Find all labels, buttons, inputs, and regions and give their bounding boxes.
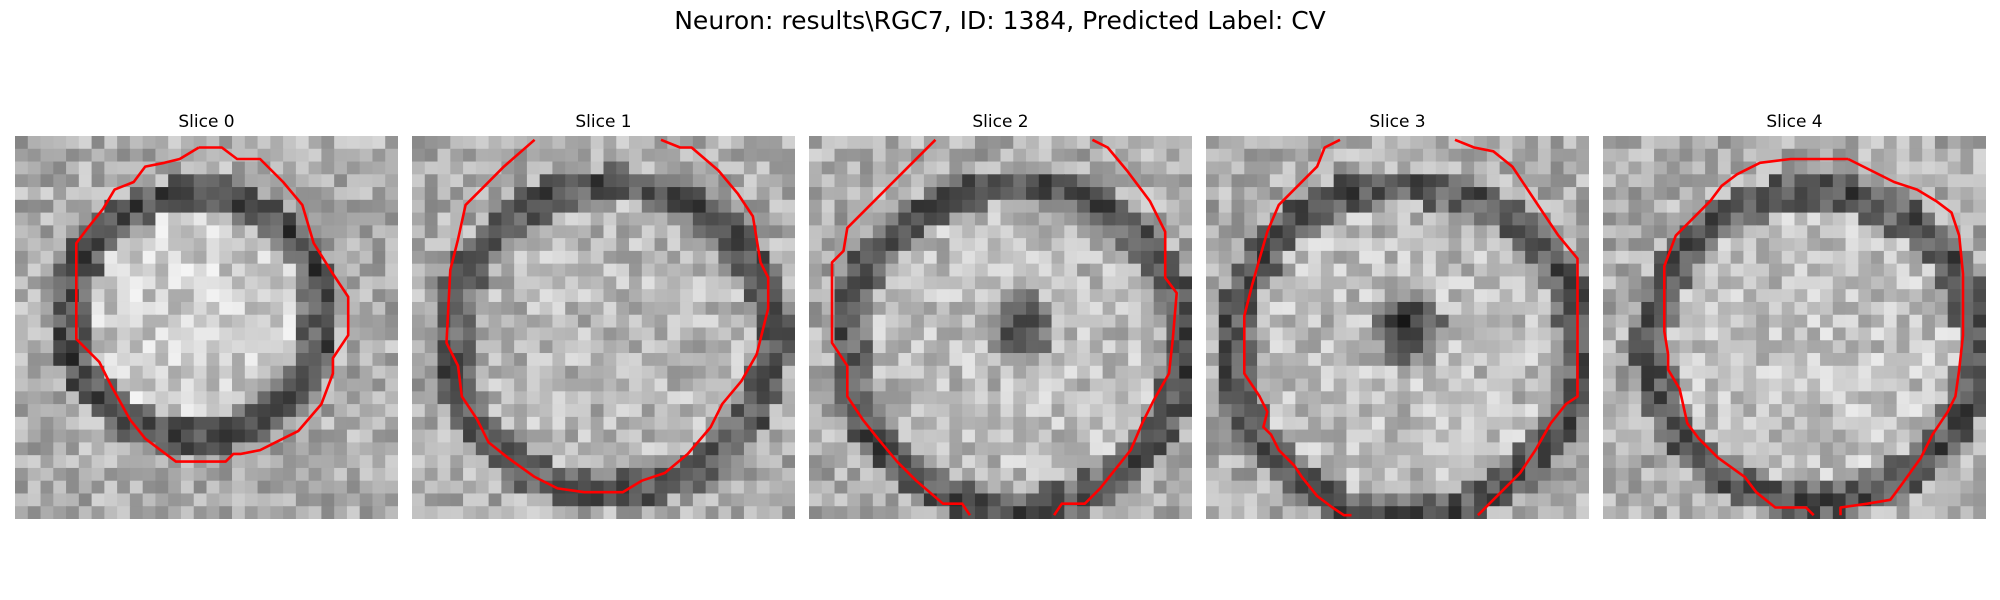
contour-line-1 [1454,138,1579,517]
contour-line-0 [1839,157,1965,516]
slice-title-0: Slice 0 [178,112,235,132]
slice-image-4 [1603,136,1986,519]
pixel-grid [809,136,1192,519]
pixel-grid [1206,136,1589,519]
pixel-grid [1603,136,1986,519]
contour-line-1 [1053,138,1179,516]
slice-panel-0: Slice 0 [15,110,398,519]
slice-panel-3: Slice 3 [1206,110,1589,519]
contour-line-0 [1242,138,1352,517]
pixel-grid [15,136,398,519]
pixel-grid [412,136,795,519]
contour-line-0 [74,146,350,463]
slice-image-3 [1206,136,1589,519]
slice-panel-4: Slice 4 [1603,110,1986,519]
slice-panel-2: Slice 2 [809,110,1192,519]
contour-line-0 [830,138,971,516]
slice-image-0 [15,136,398,519]
slice-title-1: Slice 1 [575,112,632,132]
contour-line-1 [1662,157,1849,517]
slice-image-1 [412,136,795,519]
slice-image-2 [809,136,1192,519]
slice-title-3: Slice 3 [1369,112,1426,132]
slice-title-4: Slice 4 [1766,112,1823,132]
slice-title-2: Slice 2 [972,112,1029,132]
contour-line-0 [445,138,770,494]
slice-panel-1: Slice 1 [412,110,795,519]
figure-title: Neuron: results\RGC7, ID: 1384, Predicte… [674,6,1326,35]
